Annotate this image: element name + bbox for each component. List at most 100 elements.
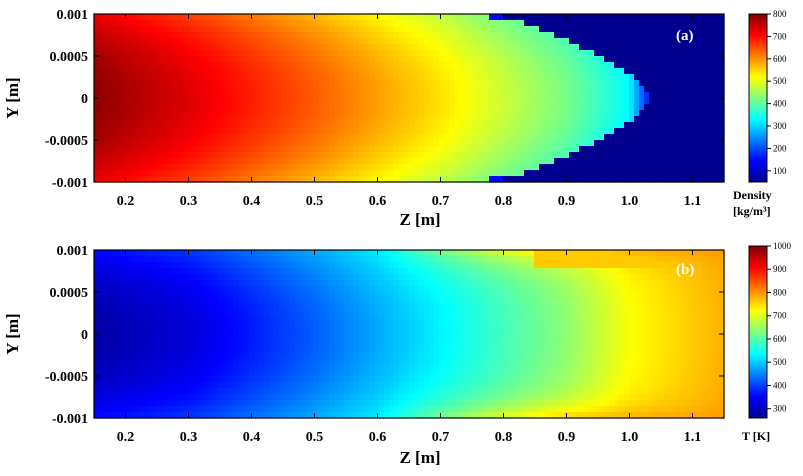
density-heatmap-cell [329,110,335,117]
temperature-heatmap-cell [194,382,200,389]
density-x-tick-label: 0.8 [495,194,513,209]
temperature-heatmap-cell [159,292,165,299]
density-heatmap-cell [279,20,285,27]
temperature-heatmap-cell [124,298,130,305]
density-heatmap-cell [524,140,530,147]
density-heatmap-cell [429,92,435,99]
density-heatmap-cell [679,56,685,63]
density-heatmap-cell [424,86,430,93]
density-heatmap-cell [554,110,560,117]
density-heatmap-cell [664,92,670,99]
temperature-heatmap-cell [149,388,155,395]
density-heatmap-cell [579,68,585,75]
density-heatmap-cell [214,74,220,81]
density-heatmap-cell [604,74,610,81]
density-heatmap-cell [149,56,155,63]
density-heatmap-cell [634,158,640,165]
temperature-heatmap-cell [339,250,345,257]
density-heatmap-cell [334,74,340,81]
density-heatmap-cell [99,98,105,105]
temperature-heatmap-cell [339,328,345,335]
density-heatmap-cell [244,104,250,111]
temperature-heatmap-cell [244,346,250,353]
density-heatmap-cell [479,116,485,123]
temperature-heatmap-cell [269,406,275,413]
density-heatmap-cell [559,50,565,57]
density-heatmap-cell [639,74,645,81]
density-heatmap-cell [274,140,280,147]
temperature-heatmap-cell [224,370,230,377]
density-heatmap-cell [384,32,390,39]
density-heatmap-cell [134,170,140,177]
density-heatmap-cell [619,80,625,87]
density-heatmap-cell [604,80,610,87]
density-heatmap-cell [629,68,635,75]
temperature-heatmap-cell [224,406,230,413]
density-heatmap-cell [324,26,330,33]
temperature-heatmap-cell [139,304,145,311]
density-heatmap-cell [174,14,180,21]
density-heatmap-cell [439,104,445,111]
density-heatmap-cell [319,164,325,171]
temperature-heatmap-cell [339,364,345,371]
density-heatmap-cell [309,134,315,141]
temperature-heatmap-cell [129,304,135,311]
temperature-heatmap-cell [279,310,285,317]
density-heatmap-cell [659,152,665,159]
temperature-heatmap-cell [204,316,210,323]
temperature-heatmap-cell [164,256,170,263]
density-heatmap-cell [369,26,375,33]
density-heatmap-cell [219,110,225,117]
density-heatmap-cell [469,164,475,171]
density-heatmap-cell [439,122,445,129]
temperature-heatmap-cell [329,328,335,335]
density-heatmap-cell [109,98,115,105]
temperature-heatmap-cell [254,304,260,311]
temperature-heatmap-cell [314,280,320,287]
temperature-heatmap-cell [114,400,120,407]
temperature-heatmap-cell [309,292,315,299]
density-heatmap-cell [474,152,480,159]
density-heatmap-cell [319,20,325,27]
density-heatmap-cell [354,134,360,141]
density-heatmap-cell [119,164,125,171]
density-heatmap-cell [399,68,405,75]
density-heatmap-cell [224,80,230,87]
density-heatmap-cell [349,164,355,171]
density-heatmap-cell [599,170,605,177]
temperature-heatmap-cell [134,370,140,377]
density-heatmap-cell [549,146,555,153]
density-heatmap-cell [424,134,430,141]
temperature-heatmap-cell [299,298,305,305]
density-heatmap-cell [274,38,280,45]
density-heatmap-cell [684,110,690,117]
density-heatmap-cell [594,80,600,87]
density-heatmap-cell [504,26,510,33]
density-heatmap-cell [539,62,545,69]
density-heatmap-cell [324,62,330,69]
density-heatmap-cell [369,38,375,45]
temperature-heatmap-cell [184,286,190,293]
temperature-heatmap-cell [214,394,220,401]
density-heatmap-cell [534,92,540,99]
density-heatmap-cell [659,80,665,87]
temperature-heatmap-cell [249,268,255,275]
density-heatmap-cell [334,86,340,93]
density-heatmap-cell [539,32,545,39]
density-heatmap-cell [189,26,195,33]
density-heatmap-cell [104,164,110,171]
density-heatmap-cell [614,86,620,93]
temperature-heatmap-cell [224,256,230,263]
density-heatmap-cell [104,86,110,93]
density-heatmap-cell [279,80,285,87]
temperature-heatmap-cell [234,316,240,323]
density-heatmap-cell [539,104,545,111]
temperature-heatmap-cell [279,268,285,275]
density-heatmap-cell [589,98,595,105]
temperature-heatmap-cell [234,310,240,317]
density-heatmap-cell [169,68,175,75]
density-heatmap-cell [664,128,670,135]
density-heatmap-cell [369,122,375,129]
density-heatmap-cell [304,170,310,177]
density-heatmap-cell [504,92,510,99]
